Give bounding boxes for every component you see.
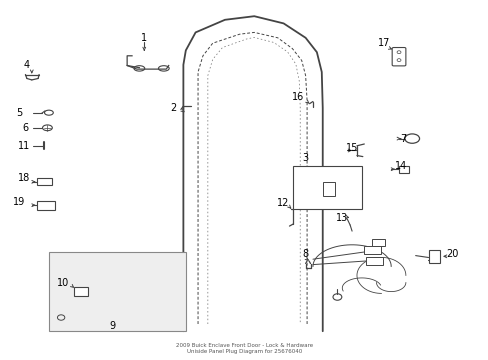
Bar — [74, 287, 88, 296]
Text: 18: 18 — [18, 173, 31, 183]
Bar — [49, 252, 185, 331]
Text: 8: 8 — [302, 249, 308, 259]
Text: 15: 15 — [345, 143, 358, 153]
Text: 2: 2 — [170, 103, 176, 113]
Bar — [365, 257, 382, 265]
Text: 13: 13 — [335, 213, 348, 223]
Text: 20: 20 — [445, 249, 458, 259]
Text: 14: 14 — [394, 161, 407, 171]
Text: 2009 Buick Enclave Front Door - Lock & Hardware
Uniside Panel Plug Diagram for 2: 2009 Buick Enclave Front Door - Lock & H… — [176, 343, 312, 354]
Bar — [428, 250, 439, 263]
Text: 9: 9 — [109, 321, 115, 331]
Text: 7: 7 — [400, 134, 406, 144]
Bar — [37, 201, 55, 210]
Text: 10: 10 — [57, 278, 70, 288]
Bar — [398, 166, 408, 173]
Bar — [322, 182, 334, 196]
Text: 16: 16 — [291, 92, 304, 102]
Text: 3: 3 — [302, 153, 308, 163]
Text: 1: 1 — [141, 33, 147, 43]
Text: 17: 17 — [377, 38, 389, 48]
FancyBboxPatch shape — [391, 48, 405, 66]
Text: 11: 11 — [18, 141, 31, 151]
Bar — [37, 178, 52, 185]
Text: 19: 19 — [13, 197, 26, 207]
Text: 5: 5 — [17, 108, 22, 118]
Bar — [371, 239, 385, 246]
Bar — [293, 166, 361, 209]
Text: 6: 6 — [22, 123, 28, 133]
Text: 12: 12 — [277, 198, 289, 208]
Bar — [364, 246, 381, 254]
Text: 4: 4 — [24, 60, 30, 70]
